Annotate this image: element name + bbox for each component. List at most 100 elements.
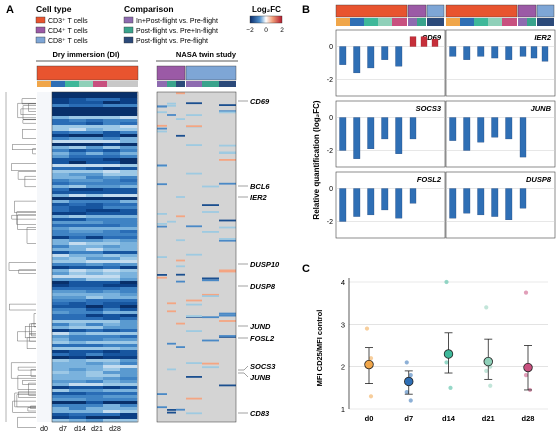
nasa-heatmap-cell xyxy=(176,280,185,283)
heatmap-cell xyxy=(103,332,121,336)
nasa-heatmap-cell xyxy=(219,312,236,315)
heatmap-cell xyxy=(69,233,87,237)
heatmap-cell xyxy=(52,317,70,321)
heatmap-cell xyxy=(69,122,87,126)
comparison-label-2: Post-flight vs. Pre+In-flight xyxy=(136,28,218,35)
heatmap-cell xyxy=(69,356,87,360)
b-left-day-d28 xyxy=(392,18,407,26)
heatmap-cell xyxy=(86,104,104,108)
heatmap-cell xyxy=(120,395,138,399)
nasa-heatmap-cell xyxy=(157,225,167,228)
heatmap-cell xyxy=(69,308,87,312)
heatmap-cell xyxy=(86,377,104,381)
heatmap-cell xyxy=(69,230,87,234)
heatmap-cell xyxy=(69,359,87,363)
heatmap-cell xyxy=(86,398,104,402)
heatmap-cell xyxy=(52,350,70,354)
heatmap-cell xyxy=(86,263,104,267)
heatmap-cell xyxy=(52,194,70,198)
heatmap-cell xyxy=(103,359,121,363)
c-data-point xyxy=(484,305,489,310)
heatmap-cell xyxy=(69,263,87,267)
heatmap-cell xyxy=(86,287,104,291)
gene-label-cd83: CD83 xyxy=(250,409,270,418)
heatmap-cell xyxy=(120,137,138,141)
gene-label-ier2: IER2 xyxy=(250,193,268,202)
heatmap-cell xyxy=(120,95,138,99)
heatmap-cell xyxy=(86,179,104,183)
heatmap-cell xyxy=(103,413,121,417)
heatmap-cell xyxy=(52,347,70,351)
heatmap-cell xyxy=(120,341,138,345)
heatmap-cell xyxy=(120,161,138,165)
heatmap-cell xyxy=(103,179,121,183)
c-data-point xyxy=(364,326,370,331)
panel-label-c: C xyxy=(302,263,310,275)
heatmap-cell xyxy=(120,377,138,381)
heatmap-cell xyxy=(69,338,87,342)
nasa-heatmap-cell xyxy=(157,406,167,409)
heatmap-cell xyxy=(69,278,87,282)
color-scale-title: Log₂FC xyxy=(252,5,281,14)
heatmap-cell xyxy=(52,311,70,315)
heatmap-cell xyxy=(103,92,121,96)
nasa-heatmap-cell xyxy=(186,299,202,302)
b-right-day-d7 xyxy=(460,18,474,26)
heatmap-cell xyxy=(120,152,138,156)
heatmap-cell xyxy=(103,161,121,165)
heatmap-cell xyxy=(86,338,104,342)
nasa-cmp-bar-3 xyxy=(176,81,185,87)
heatmap-cell xyxy=(52,128,70,132)
nasa-heatmap-cell xyxy=(219,239,236,242)
heatmap-cell xyxy=(86,356,104,360)
b-left-day-d21 xyxy=(378,18,392,26)
heatmap-cell xyxy=(120,275,138,279)
heatmap-cell xyxy=(52,146,70,150)
heatmap-cell xyxy=(103,176,121,180)
heatmap-cell xyxy=(52,158,70,162)
nasa-heatmap-cell xyxy=(176,265,185,268)
heatmap-cell xyxy=(52,209,70,213)
heatmap-gene-labels: CD69 BCL6 IER2 DUSP10 DUSP8 JUND FOSL2 S… xyxy=(238,97,280,418)
heatmap-cell xyxy=(103,188,121,192)
color-scale-tick-mid: 0 xyxy=(264,27,268,34)
b-left-cmp-3 xyxy=(427,18,444,26)
heatmap-cell xyxy=(120,155,138,159)
heatmap-cell xyxy=(103,308,121,312)
b-gene-title: FOSL2 xyxy=(417,175,442,184)
heatmap-cell xyxy=(103,368,121,372)
nasa-heatmap-cell xyxy=(176,118,185,120)
heatmap-cell xyxy=(86,332,104,336)
nasa-cd4-bar xyxy=(156,65,186,81)
heatmap-cell xyxy=(120,242,138,246)
heatmap-cell xyxy=(69,386,87,390)
heatmap-cell xyxy=(120,266,138,270)
heatmap-cell xyxy=(120,350,138,354)
b-bar xyxy=(477,46,485,57)
c-data-point xyxy=(448,385,453,390)
heatmap-cell xyxy=(52,248,70,252)
heatmap-cell xyxy=(52,116,70,120)
b-bar xyxy=(519,188,527,209)
heatmap-cell xyxy=(69,302,87,306)
heatmap-cell xyxy=(103,398,121,402)
heatmap-cell xyxy=(52,152,70,156)
b-gene-title: JUNB xyxy=(531,104,552,113)
heatmap-cell xyxy=(52,383,70,387)
heatmap-cell xyxy=(86,164,104,168)
heatmap-cell xyxy=(103,197,121,201)
heatmap-cell xyxy=(86,182,104,186)
nasa-heatmap-cell xyxy=(186,172,202,175)
b-gene-title: CD69 xyxy=(422,33,442,42)
heatmap-cell xyxy=(86,167,104,171)
nasa-heatmap-cell xyxy=(202,293,219,296)
gene-label-cd69: CD69 xyxy=(250,97,270,106)
heatmap-cell xyxy=(120,188,138,192)
c-data-point xyxy=(368,394,374,399)
day-label-d14: d14 xyxy=(74,426,86,433)
heatmap-cell xyxy=(86,266,104,270)
heatmap-cell xyxy=(52,329,70,333)
heatmap-cell xyxy=(103,305,121,309)
heatmap-cell xyxy=(86,347,104,351)
heatmap-cell xyxy=(120,125,138,129)
